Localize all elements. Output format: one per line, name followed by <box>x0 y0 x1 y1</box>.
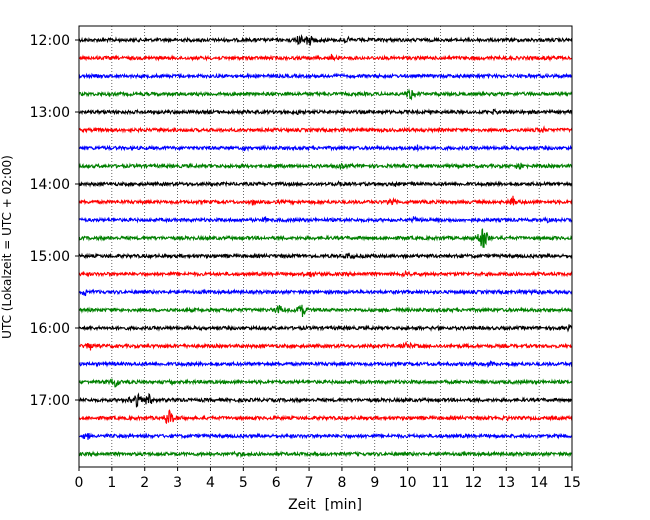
y-axis-ticks: 12:00 13:00 14:00 15:00 16:00 17:00 <box>30 33 79 409</box>
trace-1415 <box>78 195 573 206</box>
trace-1515 <box>78 269 573 279</box>
trace-1600 <box>78 324 573 333</box>
trace-1545 <box>78 304 573 318</box>
x-tick-label: 14 <box>530 475 548 491</box>
x-tick-label: 11 <box>432 475 450 491</box>
y-tick-label: 12:00 <box>30 33 70 49</box>
x-tick-label: 8 <box>337 475 346 491</box>
trace-1215 <box>78 53 573 62</box>
trace-1330 <box>78 144 573 153</box>
trace-1200 <box>78 33 573 46</box>
trace-1730 <box>78 432 573 440</box>
x-tick-label: 10 <box>399 475 417 491</box>
y-tick-label: 14:00 <box>30 177 70 193</box>
trace-1745 <box>78 450 573 459</box>
x-tick-label: 3 <box>173 475 182 491</box>
x-tick-label: 7 <box>305 475 314 491</box>
x-tick-label: 1 <box>107 475 116 491</box>
trace-1445 <box>78 228 573 248</box>
x-tick-label: 6 <box>272 475 281 491</box>
trace-1645 <box>78 378 573 388</box>
y-tick-label: 16:00 <box>30 321 70 337</box>
plot-background <box>79 26 572 467</box>
trace-1345 <box>78 162 573 170</box>
trace-1245 <box>78 88 573 101</box>
y-tick-label: 17:00 <box>30 393 70 409</box>
y-tick-label: 15:00 <box>30 249 70 265</box>
trace-1500 <box>78 252 573 260</box>
x-tick-label: 15 <box>563 475 581 491</box>
x-tick-label: 2 <box>140 475 149 491</box>
trace-1315 <box>78 125 573 134</box>
trace-1230 <box>78 72 573 80</box>
x-tick-label: 9 <box>370 475 379 491</box>
x-tick-label: 4 <box>206 475 215 491</box>
x-axis-label: Zeit [min] <box>288 497 362 513</box>
y-axis-label: UTC (Lokalzeit = UTC + 02:00) <box>0 155 14 339</box>
trace-1530 <box>78 288 573 297</box>
x-axis-ticks: 0 1 2 3 4 5 6 7 8 9 10 11 12 13 14 15 <box>75 467 581 491</box>
x-tick-label: 5 <box>239 475 248 491</box>
trace-group <box>78 33 573 459</box>
trace-1300 <box>78 108 573 116</box>
trace-1715 <box>78 409 573 425</box>
x-tick-label: 13 <box>497 475 515 491</box>
trace-1400 <box>78 180 573 188</box>
trace-1430 <box>78 215 573 224</box>
trace-1615 <box>78 340 573 351</box>
trace-1700 <box>78 392 573 408</box>
y-tick-label: 13:00 <box>30 105 70 121</box>
trace-1630 <box>78 359 573 368</box>
x-tick-label: 12 <box>464 475 482 491</box>
plot-frame <box>78 25 573 468</box>
x-tick-label: 0 <box>75 475 84 491</box>
